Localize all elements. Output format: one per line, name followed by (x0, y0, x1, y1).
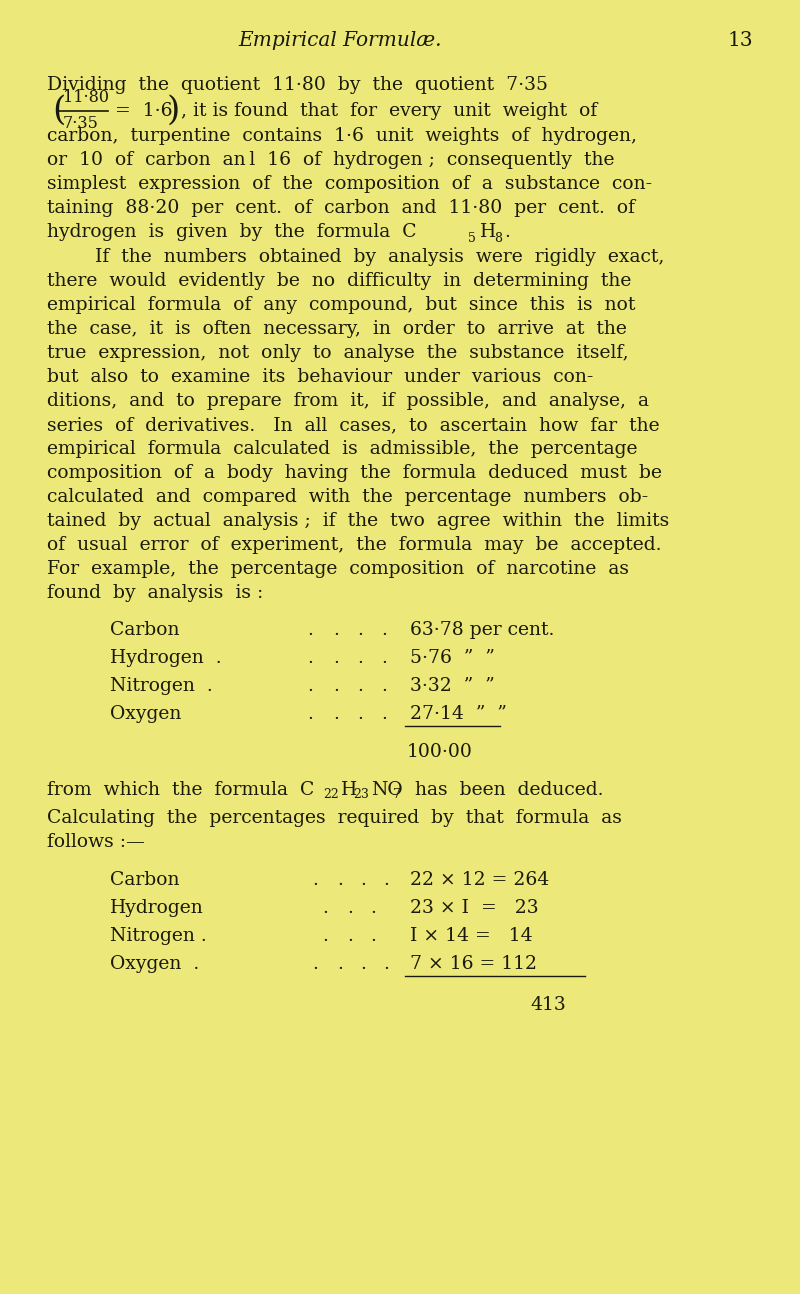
Text: composition  of  a  body  having  the  formula  deduced  must  be: composition of a body having the formula… (47, 465, 662, 481)
Text: .: . (312, 955, 318, 973)
Text: .: . (312, 871, 318, 889)
Text: =  1·6: = 1·6 (115, 102, 173, 120)
Text: 23 × I  =   23: 23 × I = 23 (410, 899, 538, 917)
Text: 11·80: 11·80 (63, 89, 109, 106)
Text: or  10  of  carbon  an l  16  of  hydrogen ;  consequently  the: or 10 of carbon an l 16 of hydrogen ; co… (47, 151, 614, 170)
Text: Calculating  the  percentages  required  by  that  formula  as: Calculating the percentages required by … (47, 809, 622, 827)
Text: follows :—: follows :— (47, 833, 145, 851)
Text: .: . (357, 650, 363, 666)
Text: .: . (337, 955, 343, 973)
Text: .: . (357, 677, 363, 695)
Text: 8: 8 (494, 232, 502, 245)
Text: .: . (383, 871, 389, 889)
Text: taining  88·20  per  cent.  of  carbon  and  11·80  per  cent.  of: taining 88·20 per cent. of carbon and 11… (47, 199, 635, 217)
Text: .: . (333, 705, 339, 723)
Text: Hydrogen  .: Hydrogen . (110, 650, 222, 666)
Text: H: H (480, 223, 496, 241)
Text: empirical  formula  calculated  is  admissible,  the  percentage: empirical formula calculated is admissib… (47, 440, 638, 458)
Text: Dividing  the  quotient  11·80  by  the  quotient  7·35: Dividing the quotient 11·80 by the quoti… (47, 76, 548, 94)
Text: .: . (307, 650, 313, 666)
Text: .: . (357, 705, 363, 723)
Text: , it is found  that  for  every  unit  weight  of: , it is found that for every unit weight… (181, 102, 598, 120)
Text: 413: 413 (530, 996, 566, 1014)
Text: the  case,  it  is  often  necessary,  in  order  to  arrive  at  the: the case, it is often necessary, in orde… (47, 320, 627, 338)
Text: Carbon: Carbon (110, 871, 179, 889)
Text: Nitrogen .: Nitrogen . (110, 927, 206, 945)
Text: has  been  deduced.: has been deduced. (403, 782, 603, 798)
Text: .: . (333, 650, 339, 666)
Text: For  example,  the  percentage  composition  of  narcotine  as: For example, the percentage composition … (47, 560, 629, 578)
Text: tained  by  actual  analysis ;  if  the  two  agree  within  the  limits: tained by actual analysis ; if the two a… (47, 512, 670, 531)
Text: .: . (383, 955, 389, 973)
Text: (: ( (52, 94, 66, 127)
Text: empirical  formula  of  any  compound,  but  since  this  is  not: empirical formula of any compound, but s… (47, 296, 635, 314)
Text: Empirical Formulæ.: Empirical Formulæ. (238, 31, 442, 49)
Text: Hydrogen: Hydrogen (110, 899, 204, 917)
Text: .: . (357, 621, 363, 639)
Text: I × 14 =   14: I × 14 = 14 (410, 927, 533, 945)
Text: of  usual  error  of  experiment,  the  formula  may  be  accepted.: of usual error of experiment, the formul… (47, 536, 662, 554)
Text: .: . (504, 223, 510, 241)
Text: 5: 5 (468, 232, 476, 245)
Text: 3·32  ”  ”: 3·32 ” ” (410, 677, 494, 695)
Text: NO: NO (371, 782, 402, 798)
Text: but  also  to  examine  its  behaviour  under  various  con-: but also to examine its behaviour under … (47, 367, 594, 386)
Text: .: . (322, 927, 328, 945)
Text: hydrogen  is  given  by  the  formula  C: hydrogen is given by the formula C (47, 223, 417, 241)
Text: .: . (381, 621, 387, 639)
Text: .: . (333, 621, 339, 639)
Text: 22: 22 (323, 788, 338, 801)
Text: true  expression,  not  only  to  analyse  the  substance  itself,: true expression, not only to analyse the… (47, 344, 629, 362)
Text: 7: 7 (393, 788, 401, 801)
Text: 13: 13 (727, 31, 753, 49)
Text: .: . (307, 705, 313, 723)
Text: .: . (347, 899, 353, 917)
Text: there  would  evidently  be  no  difficulty  in  determining  the: there would evidently be no difficulty i… (47, 272, 631, 290)
Text: Carbon: Carbon (110, 621, 179, 639)
Text: .: . (360, 871, 366, 889)
Text: calculated  and  compared  with  the  percentage  numbers  ob-: calculated and compared with the percent… (47, 488, 648, 506)
Text: 100·00: 100·00 (407, 743, 473, 761)
Text: simplest  expression  of  the  composition  of  a  substance  con-: simplest expression of the composition o… (47, 175, 652, 193)
Text: .: . (381, 677, 387, 695)
Text: .: . (370, 927, 376, 945)
Text: 7·35: 7·35 (63, 115, 99, 132)
Text: Oxygen: Oxygen (110, 705, 182, 723)
Text: .: . (370, 899, 376, 917)
Text: ): ) (167, 94, 180, 127)
Text: H: H (341, 782, 358, 798)
Text: 22 × 12 = 264: 22 × 12 = 264 (410, 871, 550, 889)
Text: .: . (360, 955, 366, 973)
Text: Oxygen  .: Oxygen . (110, 955, 199, 973)
Text: .: . (307, 621, 313, 639)
Text: Nitrogen  .: Nitrogen . (110, 677, 213, 695)
Text: from  which  the  formula  C: from which the formula C (47, 782, 314, 798)
Text: 27·14  ”  ”: 27·14 ” ” (410, 705, 507, 723)
Text: carbon,  turpentine  contains  1·6  unit  weights  of  hydrogen,: carbon, turpentine contains 1·6 unit wei… (47, 127, 637, 145)
Text: found  by  analysis  is :: found by analysis is : (47, 584, 263, 602)
Text: .: . (337, 871, 343, 889)
Text: 7 × 16 = 112: 7 × 16 = 112 (410, 955, 537, 973)
Text: 5·76  ”  ”: 5·76 ” ” (410, 650, 495, 666)
Text: .: . (347, 927, 353, 945)
Text: .: . (322, 899, 328, 917)
Text: .: . (307, 677, 313, 695)
Text: .: . (381, 650, 387, 666)
Text: .: . (333, 677, 339, 695)
Text: ditions,  and  to  prepare  from  it,  if  possible,  and  analyse,  a: ditions, and to prepare from it, if poss… (47, 392, 649, 410)
Text: series  of  derivatives.   In  all  cases,  to  ascertain  how  far  the: series of derivatives. In all cases, to … (47, 415, 660, 433)
Text: .: . (381, 705, 387, 723)
Text: 63·78 per cent.: 63·78 per cent. (410, 621, 554, 639)
Text: If  the  numbers  obtained  by  analysis  were  rigidly  exact,: If the numbers obtained by analysis were… (95, 248, 664, 267)
Text: 23: 23 (353, 788, 369, 801)
